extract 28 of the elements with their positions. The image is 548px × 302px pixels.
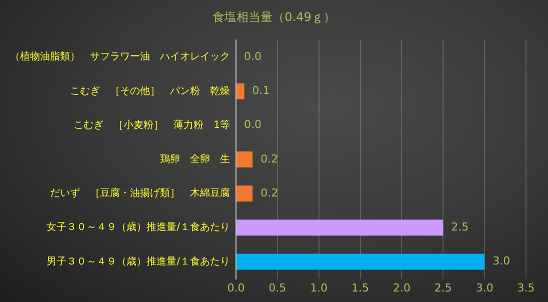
y-tick-label: （植物油脂類） サフラワー油 ハイオレイック — [10, 50, 230, 63]
data-label: 3.0 — [492, 254, 510, 268]
bar — [236, 254, 485, 270]
x-tick-label: 1.5 — [352, 281, 370, 294]
y-tick-label: だいず ［豆腐・油揚げ類］ 木綿豆腐 — [50, 187, 230, 200]
x-tick-label: 0.5 — [268, 281, 286, 294]
data-label: 0.0 — [244, 118, 262, 132]
data-label: 2.5 — [451, 220, 469, 234]
y-tick-label: 男子３０～４９（歳）推進量/１食あたり — [46, 255, 230, 268]
x-tick-label: 0.0 — [227, 281, 245, 294]
y-tick-label: 鶏卵 全卵 生 — [160, 152, 230, 165]
bar — [236, 83, 244, 100]
x-tick-label: 3.0 — [476, 281, 494, 294]
y-tick-label: 女子３０～４９（歳）推進量/１食あたり — [46, 221, 230, 234]
y-tick-label: こむぎ ［その他］ パン粉 乾燥 — [70, 84, 230, 97]
data-label: 0.1 — [252, 84, 270, 98]
x-tick-label: 3.5 — [517, 281, 535, 294]
x-tick-label: 1.0 — [310, 281, 328, 294]
y-tick-label: こむぎ ［小麦粉］ 薄力粉 1等 — [74, 118, 230, 131]
data-label: 0.2 — [260, 152, 278, 166]
bar — [236, 186, 253, 202]
bar — [236, 151, 253, 168]
x-tick-label: 2.0 — [392, 281, 410, 294]
chart-title: 食塩相当量（0.49ｇ） — [212, 9, 336, 26]
data-label: 0.2 — [260, 186, 278, 200]
x-tick-label: 2.5 — [434, 281, 452, 294]
data-label: 0.0 — [244, 50, 262, 63]
bar — [236, 220, 444, 236]
